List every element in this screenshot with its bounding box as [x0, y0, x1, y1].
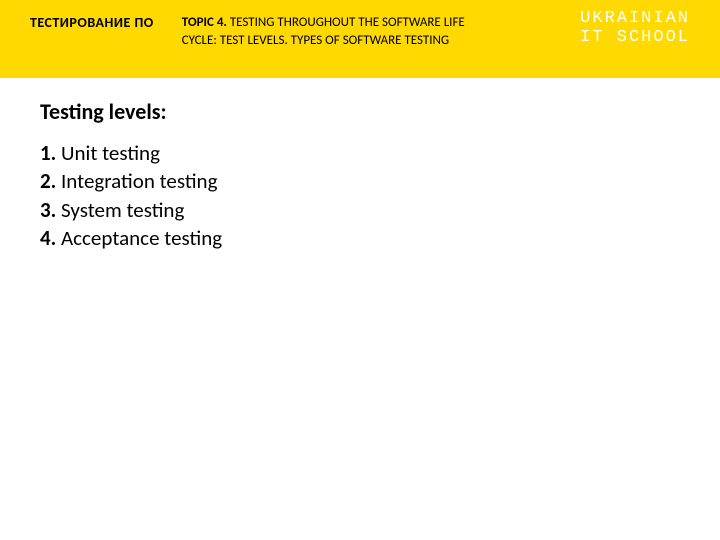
brand-line-2: IT SCHOOL — [580, 28, 690, 47]
list-item-number: 1. — [40, 140, 56, 166]
list-item-number: 2. — [40, 168, 56, 194]
list-item-label: Unit testing — [61, 140, 160, 166]
list-item: 1. Unit testing — [40, 139, 680, 167]
list-item-label: Acceptance testing — [61, 225, 222, 251]
list-item-number: 3. — [40, 197, 56, 223]
list-item: 4. Acceptance testing — [40, 224, 680, 252]
slide-header: ТЕСТИРОВАНИЕ ПО TOPIC 4. TESTING THROUGH… — [0, 0, 720, 78]
brand-logo-text: UKRAINIAN IT SCHOOL — [580, 10, 690, 47]
list-item-label: Integration testing — [61, 168, 217, 194]
brand-line-1: UKRAINIAN — [580, 9, 690, 28]
topic-text: TOPIC 4. TESTING THROUGHOUT THE SOFTWARE… — [182, 12, 492, 50]
topic-number: TOPIC 4. — [182, 15, 227, 30]
section-title: Testing levels: — [40, 98, 680, 125]
course-label: ТЕСТИРОВАНИЕ ПО — [30, 12, 154, 31]
slide-content: Testing levels: 1. Unit testing 2. Integ… — [0, 78, 720, 272]
list-item-label: System testing — [61, 197, 184, 223]
list-item-number: 4. — [40, 225, 56, 251]
levels-list: 1. Unit testing 2. Integration testing 3… — [40, 139, 680, 252]
list-item: 3. System testing — [40, 196, 680, 224]
list-item: 2. Integration testing — [40, 167, 680, 195]
